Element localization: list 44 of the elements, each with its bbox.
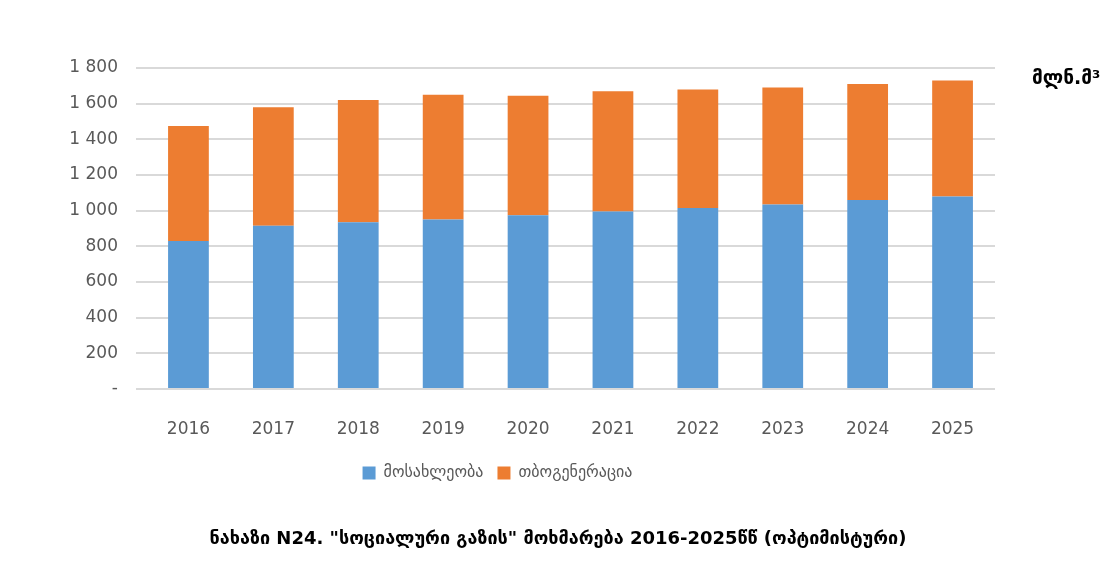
x-tick-label: 2021 — [591, 417, 635, 438]
bar — [762, 204, 804, 388]
bar — [507, 215, 549, 388]
bar — [932, 196, 973, 388]
bar — [932, 80, 973, 197]
y-tick-label: 1 800 — [69, 56, 118, 77]
y-tick-label: 1 200 — [69, 163, 118, 184]
legend-label: მოსახლეობა — [383, 462, 484, 482]
x-tick-label: 2017 — [251, 417, 295, 438]
bar — [337, 222, 379, 388]
bar — [592, 91, 634, 212]
y-tick-label: 1 600 — [69, 92, 118, 113]
x-tick-label: 2018 — [336, 417, 380, 438]
bar — [762, 87, 804, 205]
x-tick-label: 2024 — [846, 417, 890, 438]
bar — [168, 125, 209, 241]
y-tick-label: 200 — [85, 341, 118, 362]
bar — [168, 240, 209, 388]
bar — [337, 100, 379, 223]
x-tick-label: 2022 — [676, 417, 720, 438]
y-tick-label: 600 — [85, 270, 118, 291]
bar — [677, 207, 719, 388]
y-axis-title: მლნ.მ³ — [1032, 66, 1101, 88]
x-tick-label: 2019 — [421, 417, 465, 438]
x-tick-label: 2020 — [506, 417, 550, 438]
y-tick-label: 1 400 — [69, 127, 118, 148]
text: ნახაზი N24. "სოციალური გაზის" მოხმარება 2016-2025წწ (ოპტიმისტური) — [208, 527, 908, 548]
bar — [507, 95, 549, 216]
bar — [252, 107, 294, 226]
bar — [677, 89, 719, 208]
y-tick-label: - — [111, 377, 118, 398]
y-tick-label: 400 — [85, 306, 118, 327]
x-tick-label: 2023 — [761, 417, 805, 438]
y-tick-label: 1 000 — [69, 199, 118, 220]
y-tick-label: 800 — [85, 234, 118, 255]
legend-label: თბოგენერაცია — [518, 462, 633, 482]
x-tick-label: 2016 — [166, 417, 211, 438]
bar — [422, 94, 464, 220]
bar — [252, 225, 294, 388]
bar — [847, 84, 889, 200]
bar — [422, 219, 464, 388]
bar — [847, 199, 889, 388]
bar — [592, 211, 634, 388]
x-tick-label: 2025 — [930, 417, 975, 438]
